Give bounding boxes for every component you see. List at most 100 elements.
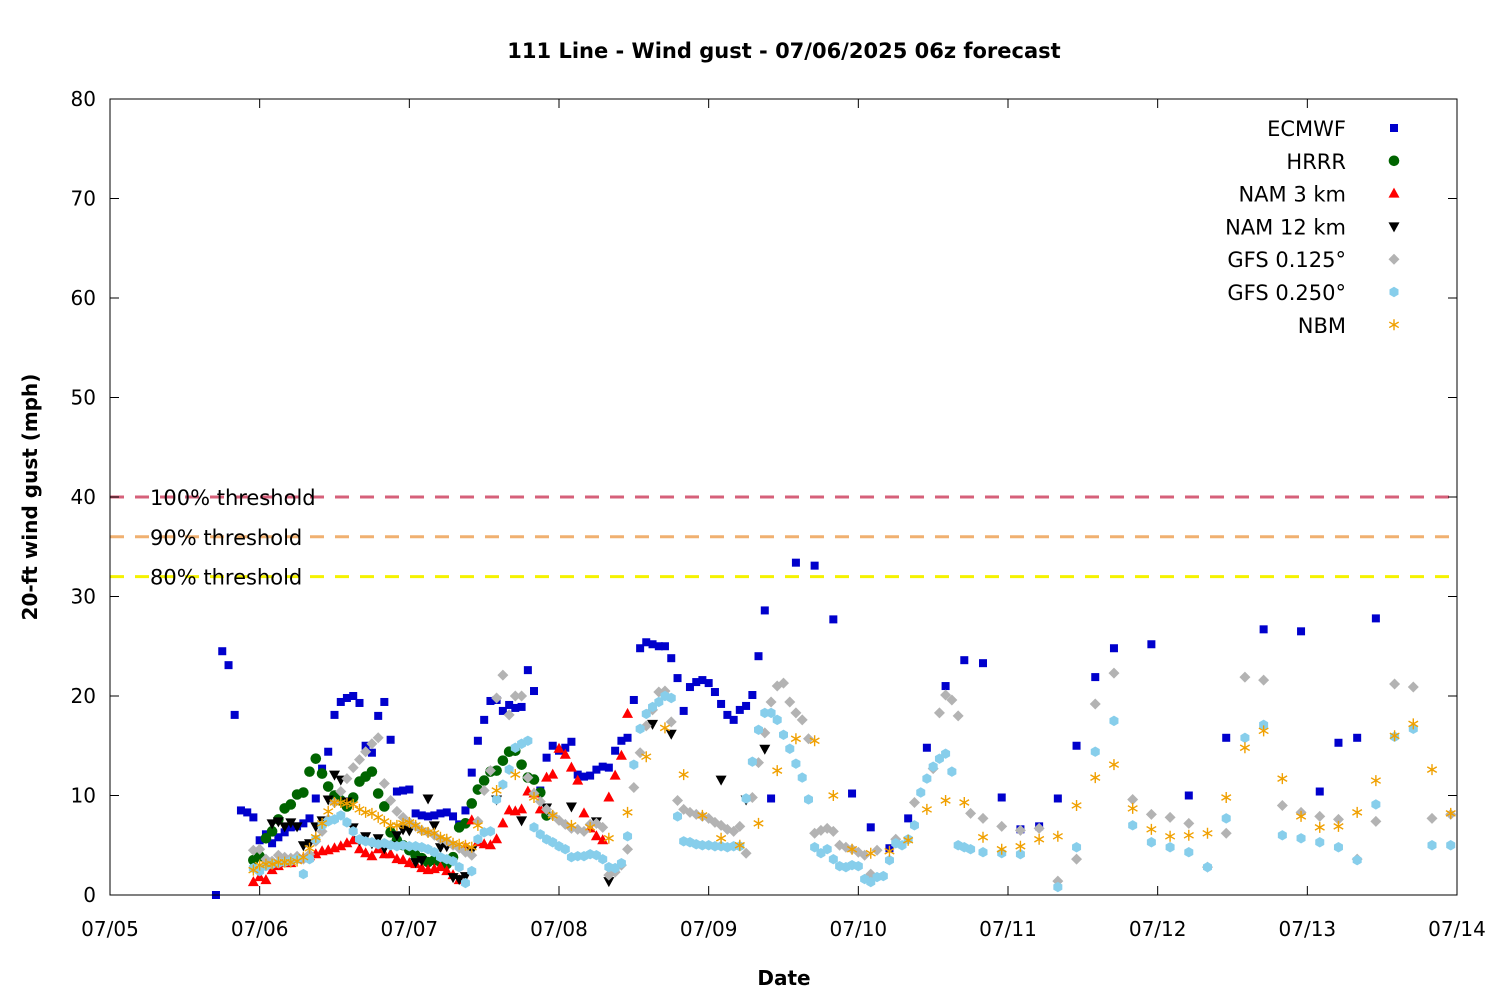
data-point	[622, 843, 634, 855]
data-point	[1090, 772, 1101, 784]
data-point	[1315, 787, 1324, 796]
data-point	[410, 819, 421, 831]
data-point	[561, 743, 570, 752]
data-point	[697, 809, 708, 821]
data-point	[416, 856, 428, 867]
data-point	[405, 785, 414, 794]
data-point	[266, 858, 278, 870]
data-point	[747, 756, 757, 767]
data-point	[436, 809, 445, 818]
data-point	[909, 820, 919, 831]
data-point	[342, 693, 351, 702]
data-point	[509, 690, 521, 702]
data-point	[304, 766, 315, 777]
data-point	[598, 853, 608, 865]
data-point	[1014, 824, 1026, 836]
data-point	[1315, 837, 1325, 848]
data-point	[372, 788, 384, 799]
data-point	[785, 743, 795, 754]
data-point	[442, 808, 451, 817]
data-point	[734, 820, 746, 832]
data-point	[416, 862, 428, 873]
data-point	[623, 733, 632, 742]
data-point	[348, 826, 358, 837]
data-point	[268, 839, 277, 848]
data-point	[629, 695, 638, 704]
data-point	[597, 834, 609, 845]
data-point	[654, 696, 664, 708]
data-point	[616, 857, 626, 869]
data-point	[459, 872, 471, 883]
data-point	[1053, 881, 1063, 893]
data-point	[392, 787, 401, 796]
data-point	[590, 830, 602, 841]
data-point	[416, 824, 427, 836]
data-point	[247, 876, 259, 887]
data-point	[349, 692, 358, 700]
data-point	[355, 698, 364, 707]
data-point	[266, 826, 278, 837]
data-point	[586, 771, 595, 780]
data-point	[1334, 738, 1343, 747]
data-point	[385, 848, 397, 859]
legend-marker	[1390, 124, 1398, 132]
data-point	[698, 676, 707, 685]
data-point	[486, 696, 495, 705]
data-point	[386, 735, 395, 744]
data-point	[297, 841, 309, 852]
threshold-label: 90% threshold	[150, 526, 302, 550]
data-point	[1221, 813, 1231, 824]
data-point	[1258, 674, 1270, 686]
data-point	[1352, 854, 1362, 866]
data-point	[529, 822, 539, 833]
data-point	[1053, 794, 1062, 803]
data-point	[324, 747, 333, 756]
data-point	[428, 821, 440, 832]
x-tick-label: 07/05	[81, 917, 139, 941]
data-point	[565, 802, 577, 813]
data-point	[946, 694, 958, 706]
data-point	[665, 729, 677, 740]
data-point	[797, 772, 807, 783]
y-tick-label: 0	[83, 883, 96, 907]
data-point	[460, 818, 471, 829]
data-point	[1033, 822, 1045, 834]
data-point	[933, 707, 945, 719]
data-point	[547, 768, 559, 779]
data-point	[672, 794, 684, 806]
data-point	[1052, 830, 1063, 842]
data-point	[485, 826, 495, 837]
data-point	[1071, 853, 1083, 865]
data-point	[809, 735, 820, 747]
y-tick-label: 50	[71, 386, 96, 410]
data-point	[636, 644, 645, 653]
data-point	[791, 558, 800, 567]
data-point	[828, 853, 838, 865]
data-point	[517, 702, 526, 711]
data-point	[1296, 833, 1306, 844]
data-point	[622, 806, 633, 818]
data-point	[534, 795, 546, 807]
x-tick-label: 07/08	[530, 917, 588, 941]
data-point	[411, 809, 420, 818]
data-point	[615, 749, 627, 760]
data-point	[342, 817, 352, 828]
data-point	[884, 845, 895, 857]
data-point	[603, 832, 614, 844]
data-point	[940, 689, 952, 701]
data-point	[1109, 715, 1119, 727]
data-point	[329, 770, 340, 781]
data-point	[491, 833, 503, 844]
data-point	[378, 778, 390, 790]
data-point	[323, 805, 334, 817]
data-point	[1127, 793, 1139, 805]
data-point	[417, 811, 426, 820]
data-point	[959, 796, 970, 808]
data-point	[316, 768, 328, 779]
data-point	[1164, 811, 1176, 823]
data-point	[665, 716, 677, 728]
data-point	[353, 754, 365, 766]
data-point	[505, 700, 514, 709]
data-point	[1127, 802, 1138, 814]
data-point	[766, 707, 776, 719]
